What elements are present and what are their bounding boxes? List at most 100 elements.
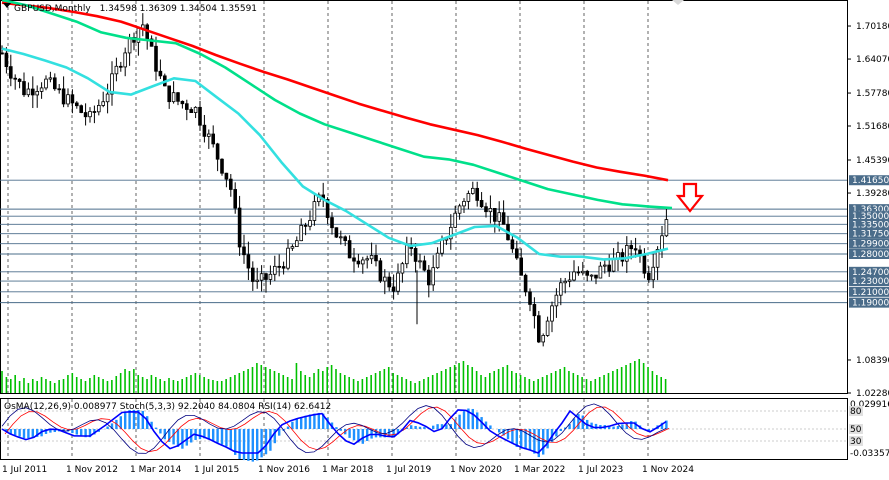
y-tick-label: 1.02280 <box>856 389 889 399</box>
level-price-box <box>849 175 889 186</box>
candle-up <box>26 88 31 96</box>
candles <box>0 13 669 347</box>
candle-down <box>528 291 532 305</box>
candle-down <box>224 172 229 180</box>
candle-down <box>519 257 523 276</box>
candle-down <box>264 273 268 280</box>
candle-up <box>453 212 457 228</box>
level-price-label: 1.41650 <box>852 176 889 186</box>
indicators: 0.029916 -0.033577 80 50 30 <box>0 400 889 462</box>
candle-down <box>75 102 79 107</box>
candle-down <box>426 269 431 286</box>
x-tick-label: 1 Mar 2018 <box>322 465 374 475</box>
ema-red-line <box>1 1 669 182</box>
candle-down <box>633 248 638 251</box>
candle-down <box>475 187 479 201</box>
candle-down <box>4 52 9 68</box>
candle-up <box>563 280 567 284</box>
x-tick-label: 1 Jul 2011 <box>2 465 47 475</box>
candle-down <box>576 271 581 274</box>
candle-up <box>255 279 260 282</box>
candle-up <box>466 193 471 202</box>
candle-down <box>237 207 242 248</box>
candle-down <box>202 124 207 137</box>
x-tick-label: 1 Mar 2022 <box>514 465 565 475</box>
candle-down <box>325 198 330 218</box>
candle-down <box>70 94 75 104</box>
x-tick-label: 1 Jul 2015 <box>194 465 239 475</box>
level-price-box <box>849 248 889 259</box>
candle-up <box>400 263 405 274</box>
level-price-label: 1.33500 <box>852 220 889 230</box>
candle-up <box>365 258 369 261</box>
candle-down <box>53 77 57 90</box>
candle-up <box>101 101 106 106</box>
candle-down <box>510 239 515 250</box>
osc-level-label: 50 <box>850 425 862 435</box>
candle-down <box>211 133 216 145</box>
candle-up <box>457 205 462 214</box>
candle-up <box>97 105 101 113</box>
candle-down <box>391 286 396 292</box>
level-price-label: 1.31750 <box>852 230 889 240</box>
level-price-box <box>849 266 889 277</box>
level-price-box <box>849 238 889 249</box>
x-tick-label: 1 Jul 2019 <box>386 465 431 475</box>
y-tick-label: 1.51680 <box>856 122 889 132</box>
candle-down <box>492 208 497 222</box>
candle-up <box>651 266 655 281</box>
candle-up <box>497 212 501 222</box>
candle-up <box>431 267 435 286</box>
candle-up <box>66 94 70 105</box>
candle-up <box>268 273 273 280</box>
ema-cyan-line <box>1 47 669 261</box>
stoch-signal-line <box>4 406 670 453</box>
rsi-line <box>1 409 667 454</box>
candle-up <box>294 240 299 247</box>
osma-bottom-label: -0.033577 <box>850 449 889 459</box>
candle-down <box>277 265 281 268</box>
osc-level-label: 30 <box>850 437 862 447</box>
collapse-triangle-icon[interactable] <box>3 3 11 8</box>
candle-down <box>154 45 158 72</box>
candle-up <box>541 335 545 343</box>
candle-down <box>334 227 339 238</box>
osc-level-box <box>849 406 863 416</box>
candle-down <box>250 267 255 282</box>
candle-down <box>523 274 528 293</box>
candle-up <box>39 87 44 92</box>
candle-down <box>8 66 13 79</box>
candle-down <box>167 85 172 103</box>
candle-down <box>387 276 391 288</box>
candle-up <box>664 219 669 237</box>
candle-down <box>607 264 611 272</box>
level-price-box <box>849 219 889 230</box>
level-price-label: 1.23000 <box>852 277 889 287</box>
candle-up <box>470 187 475 194</box>
candle-down <box>13 77 18 80</box>
candle-down <box>347 240 352 259</box>
level-price-label: 1.36300 <box>852 205 889 215</box>
candle-up <box>286 247 290 269</box>
candle-down <box>17 78 22 82</box>
candle-up <box>272 265 277 275</box>
candle-up <box>598 265 603 279</box>
candle-up <box>572 271 576 281</box>
osc-level-box <box>849 436 863 446</box>
x-tick-label: 1 Mar 2014 <box>130 465 182 475</box>
candle-up <box>127 37 132 54</box>
candle-down <box>242 246 246 256</box>
candle-down <box>515 248 519 259</box>
osc-level-box <box>849 424 863 434</box>
time-axis: 1 Jul 2011 1 Nov 2012 1 Mar 2014 1 Jul 2015… <box>2 465 694 475</box>
candle-up <box>396 272 400 292</box>
candle-down <box>61 88 66 105</box>
y-tick-label: 1.70180 <box>856 22 889 32</box>
candle-down <box>220 158 224 174</box>
candle-up <box>655 249 660 268</box>
candle-up <box>462 200 466 207</box>
candle-down <box>233 189 238 209</box>
candle-down <box>246 254 251 269</box>
candle-up <box>589 274 594 277</box>
